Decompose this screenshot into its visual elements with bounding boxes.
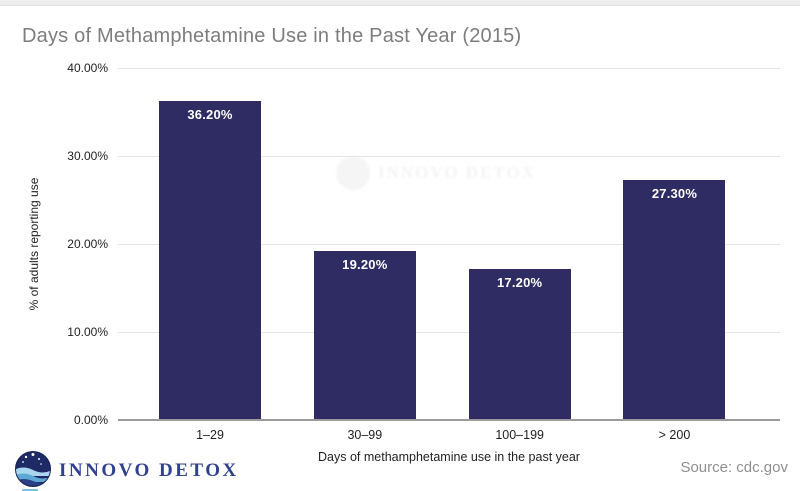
top-border-strip [0, 0, 800, 6]
gridline [118, 68, 780, 69]
x-axis-title: Days of methamphetamine use in the past … [318, 450, 580, 464]
x-axis-tick-label: > 200 [658, 428, 691, 442]
globe-wave-icon [15, 451, 51, 491]
watermark-text: INNOVO DETOX [378, 163, 536, 182]
gridline [118, 156, 780, 157]
source-note: Source: cdc.gov [680, 459, 788, 476]
bar-data-label: 27.30% [651, 185, 698, 201]
bar-> 200: 27.30% [623, 179, 726, 419]
y-axis-tick-label: 30.00% [67, 149, 108, 163]
x-axis-tick-label: 1–29 [196, 428, 224, 442]
bar-30–99: 19.20% [313, 251, 416, 419]
gridline [118, 332, 780, 333]
y-axis-tick-label: 20.00% [67, 237, 108, 251]
watermark-logo: INNOVO DETOX [336, 152, 534, 194]
y-axis-tick-label: 0.00% [73, 413, 108, 427]
brand-name: INNOVO DETOX [59, 459, 239, 481]
gridline [118, 244, 780, 245]
chart-title: Days of Methamphetamine Use in the Past … [22, 25, 522, 47]
brand-logo: INNOVO DETOX [14, 450, 239, 491]
bar-data-label: 36.20% [187, 107, 233, 123]
bar-100–199: 17.20% [468, 268, 571, 419]
x-axis-tick-label: 100–199 [495, 428, 544, 442]
bar-data-label: 17.20% [497, 274, 543, 290]
y-axis-tick-label: 10.00% [67, 325, 108, 339]
x-axis-tick-label: 30–99 [347, 428, 383, 442]
watermark-globe-icon [336, 156, 370, 190]
bar-data-label: 19.20% [342, 257, 388, 273]
bar-1–29: 36.20% [159, 101, 261, 419]
x-axis-line [118, 419, 780, 421]
y-axis-tick-label: 40.00% [67, 61, 108, 75]
